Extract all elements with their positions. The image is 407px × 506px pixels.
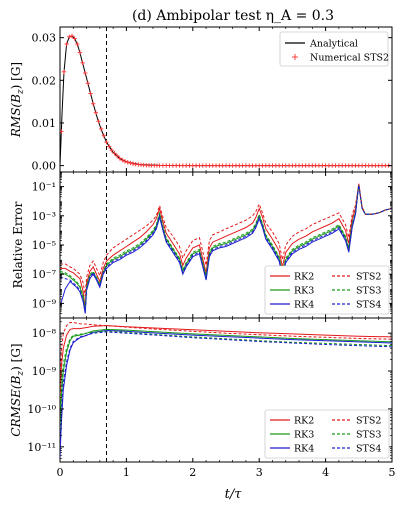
y-axis-label-fn: RMS(B — [9, 94, 23, 138]
data-point — [106, 144, 112, 149]
legend: Analytical Numerical STS2 — [279, 31, 389, 67]
data-point — [117, 156, 122, 161]
y-tick-label: 0.00 — [32, 160, 57, 173]
data-point — [109, 148, 114, 153]
y-axis-label-fn: CRMSE(B — [9, 375, 23, 436]
x-tick-label: 5 — [389, 466, 396, 479]
y-tick-label: 10⁻⁸ — [32, 327, 57, 340]
data-point — [96, 119, 101, 124]
data-point — [93, 110, 99, 115]
legend-label: STS4 — [356, 444, 381, 455]
y-axis-label-unit: ) [G] — [9, 62, 23, 89]
data-point — [61, 69, 67, 74]
x-tick-label: 3 — [256, 466, 263, 479]
data-point — [101, 133, 107, 138]
legend-label: Numerical STS2 — [310, 53, 389, 64]
legend-label: RK2 — [294, 416, 314, 427]
data-point — [91, 101, 96, 106]
plot-area — [60, 172, 392, 318]
legend: RK2 RK3 RK4 STS2 STS3 STS4 — [264, 265, 390, 315]
series-line-rk4 — [60, 329, 392, 459]
y-tick-label: 0.01 — [32, 117, 57, 130]
series-line-sts2 — [60, 183, 392, 297]
y-axis-label: CRMSE(Bz) [G] — [9, 343, 26, 436]
series-line-sts3 — [60, 330, 392, 417]
y-axis-label: Relative Error — [11, 201, 25, 288]
legend-label: RK2 — [294, 272, 314, 283]
panel-relative-error: 10⁻⁹ 10⁻⁷ 10⁻⁵ 10⁻³ 10⁻¹ Relative Error RK2 RK3… — [11, 171, 393, 319]
data-point — [88, 91, 93, 96]
x-tick-label: 0 — [57, 466, 64, 479]
data-point — [112, 151, 117, 156]
legend-box — [264, 409, 390, 459]
y-tick-label: 10⁻¹⁰ — [27, 403, 56, 416]
x-axis-label: t/τ — [225, 487, 243, 502]
panel-crmse: 10⁻¹¹ 10⁻¹⁰ 10⁻⁹ 10⁻⁸ 0 1 2 3 4 5 CRMSE(Bz) [G] RK2… — [9, 317, 396, 479]
y-tick-label: 10⁻⁹ — [32, 365, 57, 378]
legend-label: RK3 — [294, 286, 314, 297]
data-point — [67, 34, 72, 40]
legend-label: STS2 — [356, 416, 381, 427]
legend-box — [264, 265, 390, 315]
x-tick-label: 4 — [322, 466, 329, 479]
series-line-sts4 — [60, 331, 392, 447]
legend-label: Analytical — [309, 39, 358, 50]
data-point — [80, 60, 85, 66]
data-point — [69, 33, 75, 39]
y-tick-label: 10⁻¹¹ — [27, 441, 56, 454]
plot-area — [60, 27, 392, 172]
legend-label: STS2 — [356, 272, 381, 283]
data-point — [104, 139, 109, 145]
data-point — [125, 159, 130, 165]
series-line-rk4 — [60, 185, 392, 314]
y-tick-label: 10⁻³ — [32, 210, 56, 223]
data-point — [60, 129, 64, 134]
legend-label: STS3 — [356, 430, 381, 441]
y-tick-label: 10⁻¹ — [32, 181, 56, 194]
data-point — [85, 81, 91, 86]
series-line-sts3 — [60, 185, 392, 310]
legend-label: STS3 — [356, 286, 381, 297]
y-axis-label: RMS(Bz) [G] — [9, 62, 26, 138]
legend: RK2 RK3 RK4 STS2 STS3 STS4 — [264, 409, 390, 459]
legend-box — [279, 31, 389, 67]
data-point — [83, 70, 88, 76]
series-line-rk3 — [60, 328, 392, 432]
data-point — [128, 160, 133, 166]
legend-label: RK4 — [294, 300, 314, 311]
figure-title: (d) Ambipolar test η_A = 0.3 — [132, 8, 334, 24]
legend-label: STS4 — [356, 300, 381, 311]
data-point — [64, 41, 69, 47]
legend-label: RK3 — [294, 430, 314, 441]
data-point — [77, 50, 83, 55]
series-line-sts4 — [60, 185, 392, 313]
data-point — [130, 161, 136, 166]
y-tick-label: 0.02 — [32, 74, 57, 87]
y-axis-label-unit: ) [G] — [9, 343, 23, 370]
y-tick-label: 0.03 — [32, 32, 57, 45]
data-point — [122, 159, 128, 164]
data-point — [98, 126, 104, 132]
series-line-sts2 — [60, 322, 392, 387]
y-tick-label: 10⁻⁹ — [32, 297, 57, 310]
y-axis-label-sub: z — [16, 89, 26, 95]
data-point — [120, 157, 125, 163]
y-axis-label-sub: z — [16, 371, 26, 377]
legend-label: RK4 — [294, 444, 314, 455]
series-line-rk2 — [60, 183, 392, 308]
data-point — [75, 41, 80, 47]
y-tick-label: 10⁻⁷ — [32, 268, 57, 281]
y-tick-label: 10⁻⁵ — [32, 239, 56, 252]
x-tick-label: 2 — [189, 466, 196, 479]
x-tick-label: 1 — [123, 466, 130, 479]
data-point — [114, 153, 120, 158]
panel-rms: 0.00 0.01 0.02 0.03 RMS(Bz) [G] Analytical Num… — [9, 26, 393, 173]
plot-area — [60, 318, 392, 462]
data-point — [72, 36, 77, 41]
